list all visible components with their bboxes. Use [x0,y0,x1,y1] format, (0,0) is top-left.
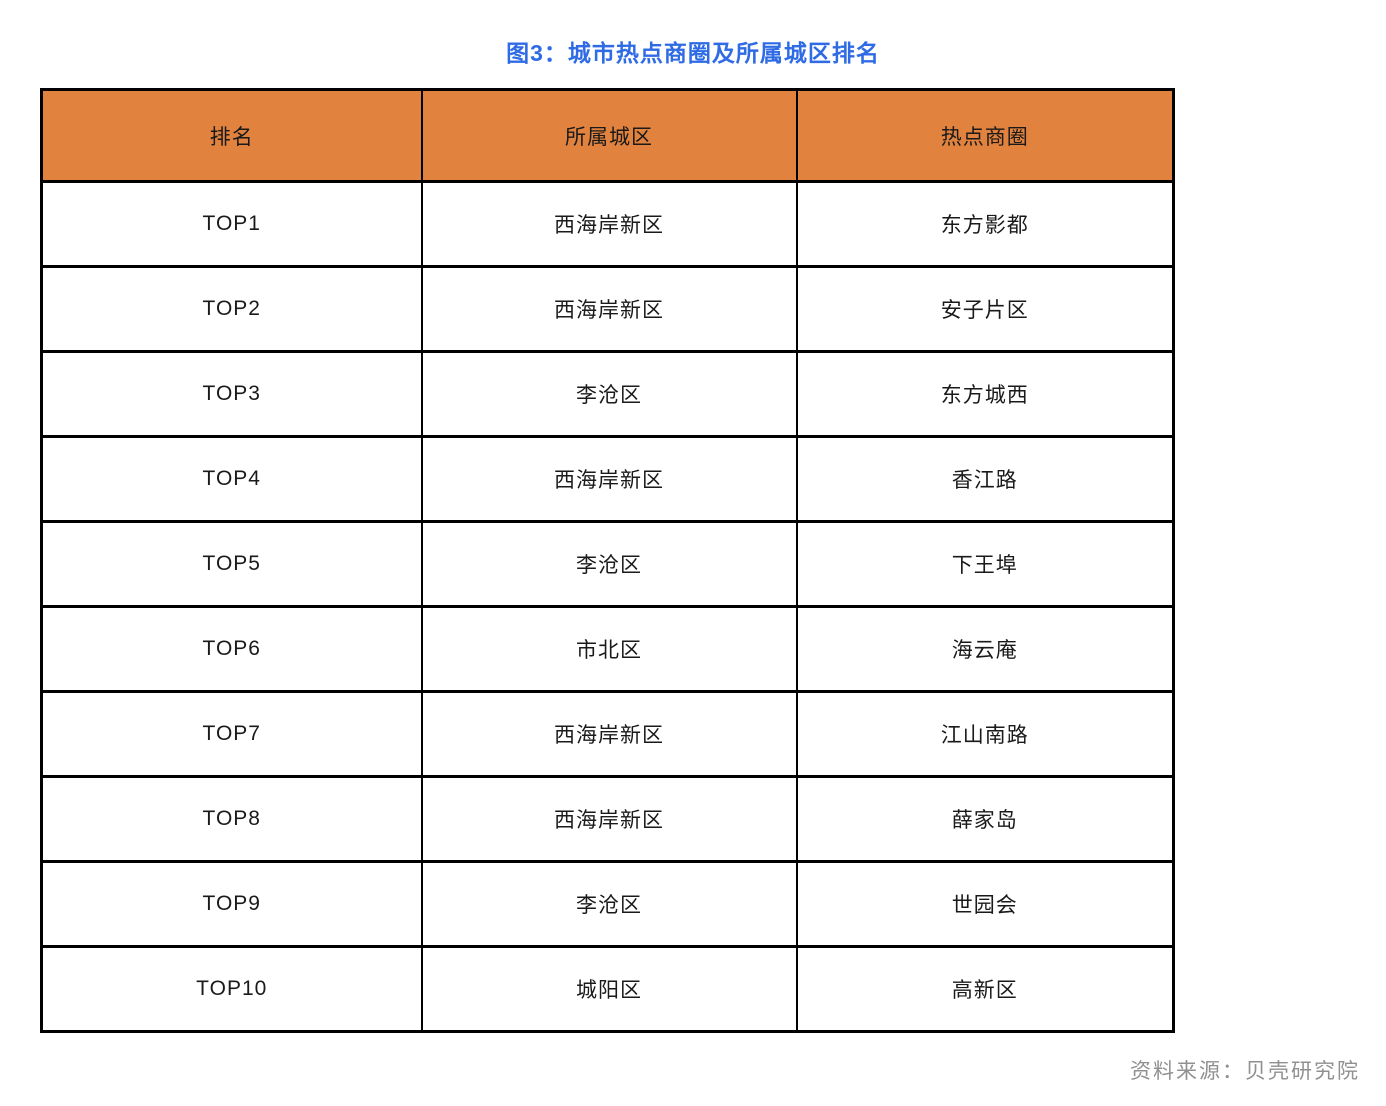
district-cell: 西海岸新区 [420,265,798,353]
district-cell: 西海岸新区 [420,690,798,778]
header-rank: 排名 [40,88,423,183]
hotspot-cell: 世园会 [795,860,1175,948]
table-row: TOP4 西海岸新区 香江路 [40,435,1175,523]
rank-cell: TOP4 [40,435,423,523]
rank-cell: TOP2 [40,265,423,353]
table-row: TOP3 李沧区 东方城西 [40,350,1175,438]
rank-cell: TOP1 [40,180,423,268]
rank-cell: TOP6 [40,605,423,693]
table-row: TOP5 李沧区 下王埠 [40,520,1175,608]
hotspot-cell: 海云庵 [795,605,1175,693]
hotspot-cell: 下王埠 [795,520,1175,608]
rank-cell: TOP9 [40,860,423,948]
table-header: 排名 所属城区 热点商圈 [40,88,1175,183]
hotspot-cell: 薛家岛 [795,775,1175,863]
table-row: TOP7 西海岸新区 江山南路 [40,690,1175,778]
district-cell: 市北区 [420,605,798,693]
table-row: TOP10 城阳区 高新区 [40,945,1175,1033]
rank-cell: TOP8 [40,775,423,863]
rank-cell: TOP10 [40,945,423,1033]
hotspot-cell: 江山南路 [795,690,1175,778]
hotspot-cell: 香江路 [795,435,1175,523]
table-row: TOP9 李沧区 世园会 [40,860,1175,948]
table-row: TOP8 西海岸新区 薛家岛 [40,775,1175,863]
figure-title: 图3：城市热点商圈及所属城区排名 [506,40,880,66]
hotspot-cell: 安子片区 [795,265,1175,353]
header-row: 排名 所属城区 热点商圈 [40,88,1175,183]
district-cell: 城阳区 [420,945,798,1033]
hotspot-cell: 东方城西 [795,350,1175,438]
district-cell: 李沧区 [420,350,798,438]
source-note: 资料来源：贝壳研究院 [1130,1060,1360,1083]
rank-cell: TOP7 [40,690,423,778]
district-cell: 西海岸新区 [420,775,798,863]
district-cell: 西海岸新区 [420,435,798,523]
table-row: TOP1 西海岸新区 东方影都 [40,180,1175,268]
district-cell: 李沧区 [420,860,798,948]
hotspot-ranking-table: 排名 所属城区 热点商圈 TOP1 西海岸新区 东方影都 TOP2 西海岸新区 … [40,88,1175,1033]
table-row: TOP6 市北区 海云庵 [40,605,1175,693]
table-row: TOP2 西海岸新区 安子片区 [40,265,1175,353]
header-district: 所属城区 [420,88,798,183]
rank-cell: TOP3 [40,350,423,438]
hotspot-cell: 东方影都 [795,180,1175,268]
table-body: TOP1 西海岸新区 东方影都 TOP2 西海岸新区 安子片区 TOP3 李沧区… [40,180,1175,1033]
rank-cell: TOP5 [40,520,423,608]
hotspot-cell: 高新区 [795,945,1175,1033]
header-hotspot: 热点商圈 [795,88,1175,183]
district-cell: 西海岸新区 [420,180,798,268]
district-cell: 李沧区 [420,520,798,608]
